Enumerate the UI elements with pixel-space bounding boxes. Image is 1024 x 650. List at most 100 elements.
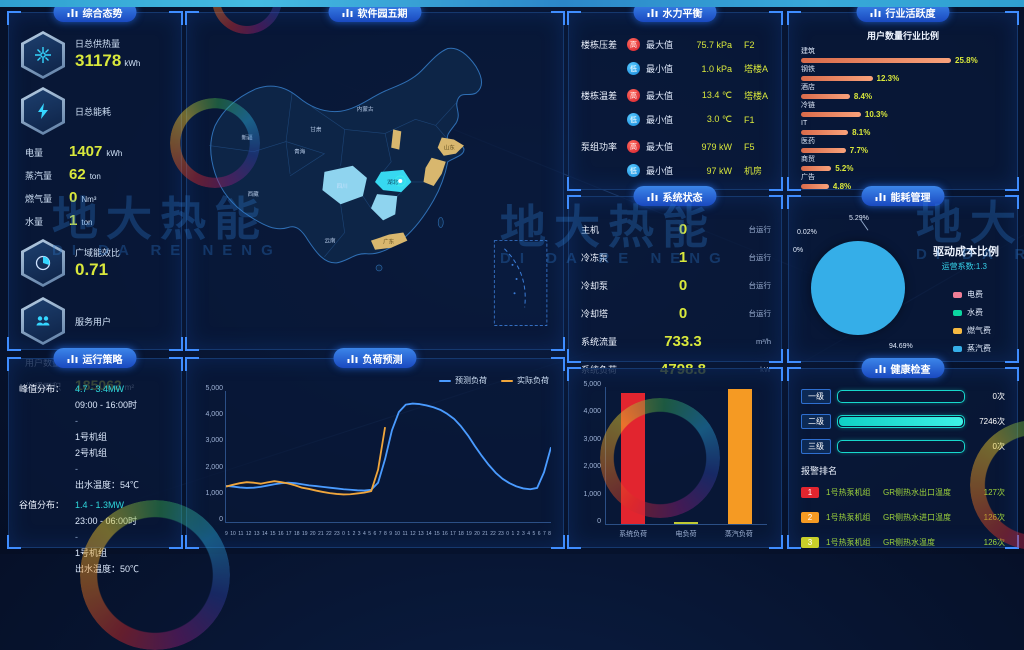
industry-bar[interactable] — [801, 111, 861, 117]
max-location: F2 — [744, 39, 755, 50]
x-tick: 6 — [537, 531, 541, 537]
min-location: F1 — [744, 114, 755, 125]
svg-text:四川: 四川 — [337, 183, 348, 190]
y-tick: 4,000 — [205, 411, 223, 419]
pie-legend-item[interactable]: 电费 — [953, 289, 991, 300]
province-hubei[interactable] — [375, 169, 412, 193]
industry-name: 建筑 — [801, 48, 815, 55]
china-map-svg[interactable]: 新疆 西藏 青海 甘肃 内蒙古 四川 湖北 山东 广东 云南 — [193, 23, 557, 345]
province-jiangsu-anhui[interactable] — [423, 157, 446, 187]
max-label: 最大值 — [646, 40, 674, 50]
peak-time: 09:00 - 16:00时 — [75, 400, 138, 410]
alarm-list: 1 1号热泵机组 GR侧热水出口温度 127次 2 1号热泵机组 GR侧热水进口温度 126次… — [801, 487, 1005, 548]
industry-pct: 8.4% — [853, 91, 873, 101]
users-icon — [21, 297, 65, 345]
top-accent-bar — [0, 0, 1024, 7]
industry-bar[interactable] — [801, 57, 951, 63]
separator: - — [75, 464, 78, 474]
map-marker[interactable] — [398, 178, 403, 183]
cost-pie-chart[interactable] — [811, 241, 905, 335]
province-guangdong[interactable] — [370, 232, 408, 250]
industry-row: 建筑 25.8% — [801, 47, 1005, 65]
max-value: 75.7 kPa — [696, 39, 732, 50]
load-bar[interactable] — [674, 522, 699, 524]
level-track[interactable] — [837, 390, 965, 403]
industry-name: 冷链 — [801, 102, 815, 109]
x-tick: 10 — [230, 531, 236, 537]
x-tick: 4 — [363, 531, 366, 537]
industry-pct: 7.7% — [849, 145, 868, 155]
province-hunan[interactable] — [370, 194, 398, 221]
min-badge-icon: 低 — [627, 113, 640, 126]
industry-row: 钢铁 12.3% — [801, 65, 1005, 83]
loadbars-yticks: 5,000 4,000 3,000 2,000 1,000 0 — [573, 381, 601, 525]
status-label: 主机 — [581, 225, 600, 235]
min-location: 机房 — [744, 166, 763, 176]
actual-line[interactable] — [225, 426, 386, 496]
panel-title: 系统状态 — [662, 192, 703, 204]
industry-pct: 8.1% — [852, 127, 871, 137]
legend-actual[interactable]: 实际负荷 — [501, 375, 549, 386]
row-unit: Nm³ — [81, 195, 97, 204]
forecast-xlabels: 9 10 11 12 13 14 15 16 17 18 19 20 21 22 23 0 1 2 3 4 5 6 7 8 9 1… — [225, 531, 551, 537]
legend-label: 燃气费 — [967, 326, 991, 335]
panel-forecast: 负荷预测 预测负荷 实际负荷 5,000 4,000 3,000 2,000 1,000… — [185, 348, 565, 549]
max-location: 塔楼A — [744, 91, 769, 101]
island-hainan — [375, 264, 383, 272]
province-shandong[interactable] — [437, 137, 464, 156]
load-bar[interactable] — [620, 392, 645, 524]
south-sea-inset — [493, 240, 548, 326]
chart-icon — [67, 7, 78, 17]
x-tick: 16 — [277, 531, 284, 537]
loadbars-plot[interactable] — [605, 387, 767, 525]
industry-pct: 4.8% — [832, 181, 852, 191]
metric-unit: kWh — [124, 59, 141, 68]
load-bar[interactable] — [728, 388, 753, 524]
industry-name: 广告 — [801, 174, 815, 181]
legend-predict[interactable]: 预测负荷 — [439, 375, 487, 386]
panel-hydraulic-header: 水力平衡 — [633, 2, 717, 22]
panel-status: 系统状态 主机 0 台运行 冷冻泵 1 台运行 冷却泵 0 台运行 冷却塔 0 台运行 系统流量… — [567, 186, 783, 378]
pie-legend-item[interactable]: 蒸汽费 — [953, 343, 991, 354]
level-track[interactable] — [837, 415, 965, 428]
predict-line[interactable] — [225, 402, 552, 492]
min-value: 97 kW — [706, 165, 732, 176]
panel-title: 综合态势 — [82, 8, 123, 20]
alarm-row[interactable]: 1 1号热泵机组 GR侧热水出口温度 127次 — [801, 487, 1005, 498]
china-outline[interactable] — [210, 47, 482, 264]
svg-text:新疆: 新疆 — [242, 134, 254, 142]
alarm-row[interactable]: 3 1号热泵机组 GR侧热水温度 126次 — [801, 537, 1005, 548]
row-unit: kWh — [106, 149, 123, 158]
industry-bar[interactable] — [801, 93, 850, 99]
level-count: 7246次 — [979, 417, 1005, 426]
row-value: 1407 — [69, 143, 103, 160]
level-fill — [839, 417, 963, 426]
china-map[interactable]: 新疆 西藏 青海 甘肃 内蒙古 四川 湖北 山东 广东 云南 — [193, 23, 557, 345]
level-track[interactable] — [837, 440, 965, 453]
hydraulic-row: 低最小值 97 kW 机房 — [581, 163, 773, 178]
industry-bar[interactable] — [801, 129, 849, 135]
x-tick: 14 — [261, 531, 268, 537]
industry-bar[interactable] — [801, 75, 873, 81]
alarm-row[interactable]: 2 1号热泵机组 GR侧热水进口温度 126次 — [801, 512, 1005, 523]
panel-status-header: 系统状态 — [633, 186, 717, 206]
health-level-row: 三级 0次 — [801, 439, 1005, 454]
y-tick: 5,000 — [205, 385, 223, 392]
pie-legend-item[interactable]: 燃气费 — [953, 325, 991, 336]
province-shanxi[interactable] — [391, 129, 402, 150]
industry-bar[interactable] — [801, 183, 829, 189]
industry-name: 钢铁 — [801, 66, 815, 73]
province-sichuan[interactable] — [322, 165, 367, 205]
y-tick: 3,000 — [205, 437, 223, 445]
industry-bars[interactable]: 建筑 25.8% 钢铁 12.3% 酒店 8.4% 冷链 10.3% IT 8.1% 医药 7.7% 商… — [801, 47, 1005, 191]
industry-bar-line: 8.4% — [801, 91, 1005, 101]
x-tick: 3 — [357, 531, 361, 537]
x-tick: 1 — [511, 531, 515, 537]
pie-legend: 电费水费燃气费蒸汽费 — [953, 289, 991, 354]
industry-bar[interactable] — [801, 147, 846, 153]
industry-bar[interactable] — [801, 165, 832, 171]
pie-legend-item[interactable]: 水费 — [953, 307, 991, 318]
forecast-plot[interactable] — [225, 391, 552, 523]
panel-hydraulic: 水力平衡 楼栋压差高最大值 75.7 kPa F2 低最小值 1.0 kPa 塔楼A 楼… — [567, 2, 783, 191]
panel-title: 负荷预测 — [362, 354, 403, 366]
